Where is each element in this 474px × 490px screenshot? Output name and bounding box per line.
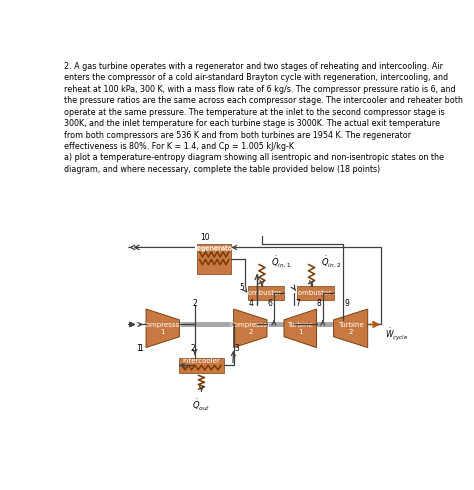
Text: 8: 8 — [317, 299, 321, 308]
Text: 9: 9 — [344, 299, 349, 308]
Text: 10: 10 — [200, 233, 210, 242]
Text: $\dot{Q}_{out}$: $\dot{Q}_{out}$ — [192, 397, 211, 413]
Polygon shape — [234, 309, 267, 347]
FancyBboxPatch shape — [146, 322, 368, 327]
Text: $\dot{W}_{cycle}$: $\dot{W}_{cycle}$ — [385, 326, 408, 342]
Text: $\dot{Q}_{in,1}$: $\dot{Q}_{in,1}$ — [271, 255, 292, 270]
Text: Turbine
1: Turbine 1 — [287, 321, 313, 335]
Polygon shape — [146, 309, 179, 347]
Text: 2. A gas turbine operates with a regenerator and two stages of reheating and int: 2. A gas turbine operates with a regener… — [64, 62, 463, 174]
Polygon shape — [334, 309, 368, 347]
FancyBboxPatch shape — [297, 286, 334, 300]
Text: Compressor
2: Compressor 2 — [229, 321, 271, 335]
Text: $\dot{Q}_{in,2}$: $\dot{Q}_{in,2}$ — [321, 255, 341, 270]
Text: 1: 1 — [136, 344, 141, 353]
FancyBboxPatch shape — [247, 286, 284, 300]
Text: Regenerator: Regenerator — [193, 246, 235, 252]
Text: Turbine
2: Turbine 2 — [338, 321, 364, 335]
Text: 6: 6 — [268, 299, 273, 308]
Text: Combustor 1: Combustor 1 — [243, 290, 288, 296]
Text: Compressor
1: Compressor 1 — [142, 321, 183, 335]
Text: 5: 5 — [239, 283, 244, 292]
Polygon shape — [284, 309, 317, 347]
Text: Combustor 2: Combustor 2 — [293, 290, 338, 296]
Text: 2: 2 — [192, 299, 197, 308]
Text: Regenerator: Regenerator — [193, 245, 236, 251]
Text: 3: 3 — [234, 344, 239, 353]
Text: 2: 2 — [190, 344, 195, 353]
FancyBboxPatch shape — [179, 358, 224, 373]
Text: 1: 1 — [138, 344, 143, 353]
FancyBboxPatch shape — [197, 244, 231, 274]
Text: Intercooler: Intercooler — [182, 358, 220, 365]
Text: 7: 7 — [295, 299, 301, 308]
Text: 4: 4 — [248, 299, 253, 308]
